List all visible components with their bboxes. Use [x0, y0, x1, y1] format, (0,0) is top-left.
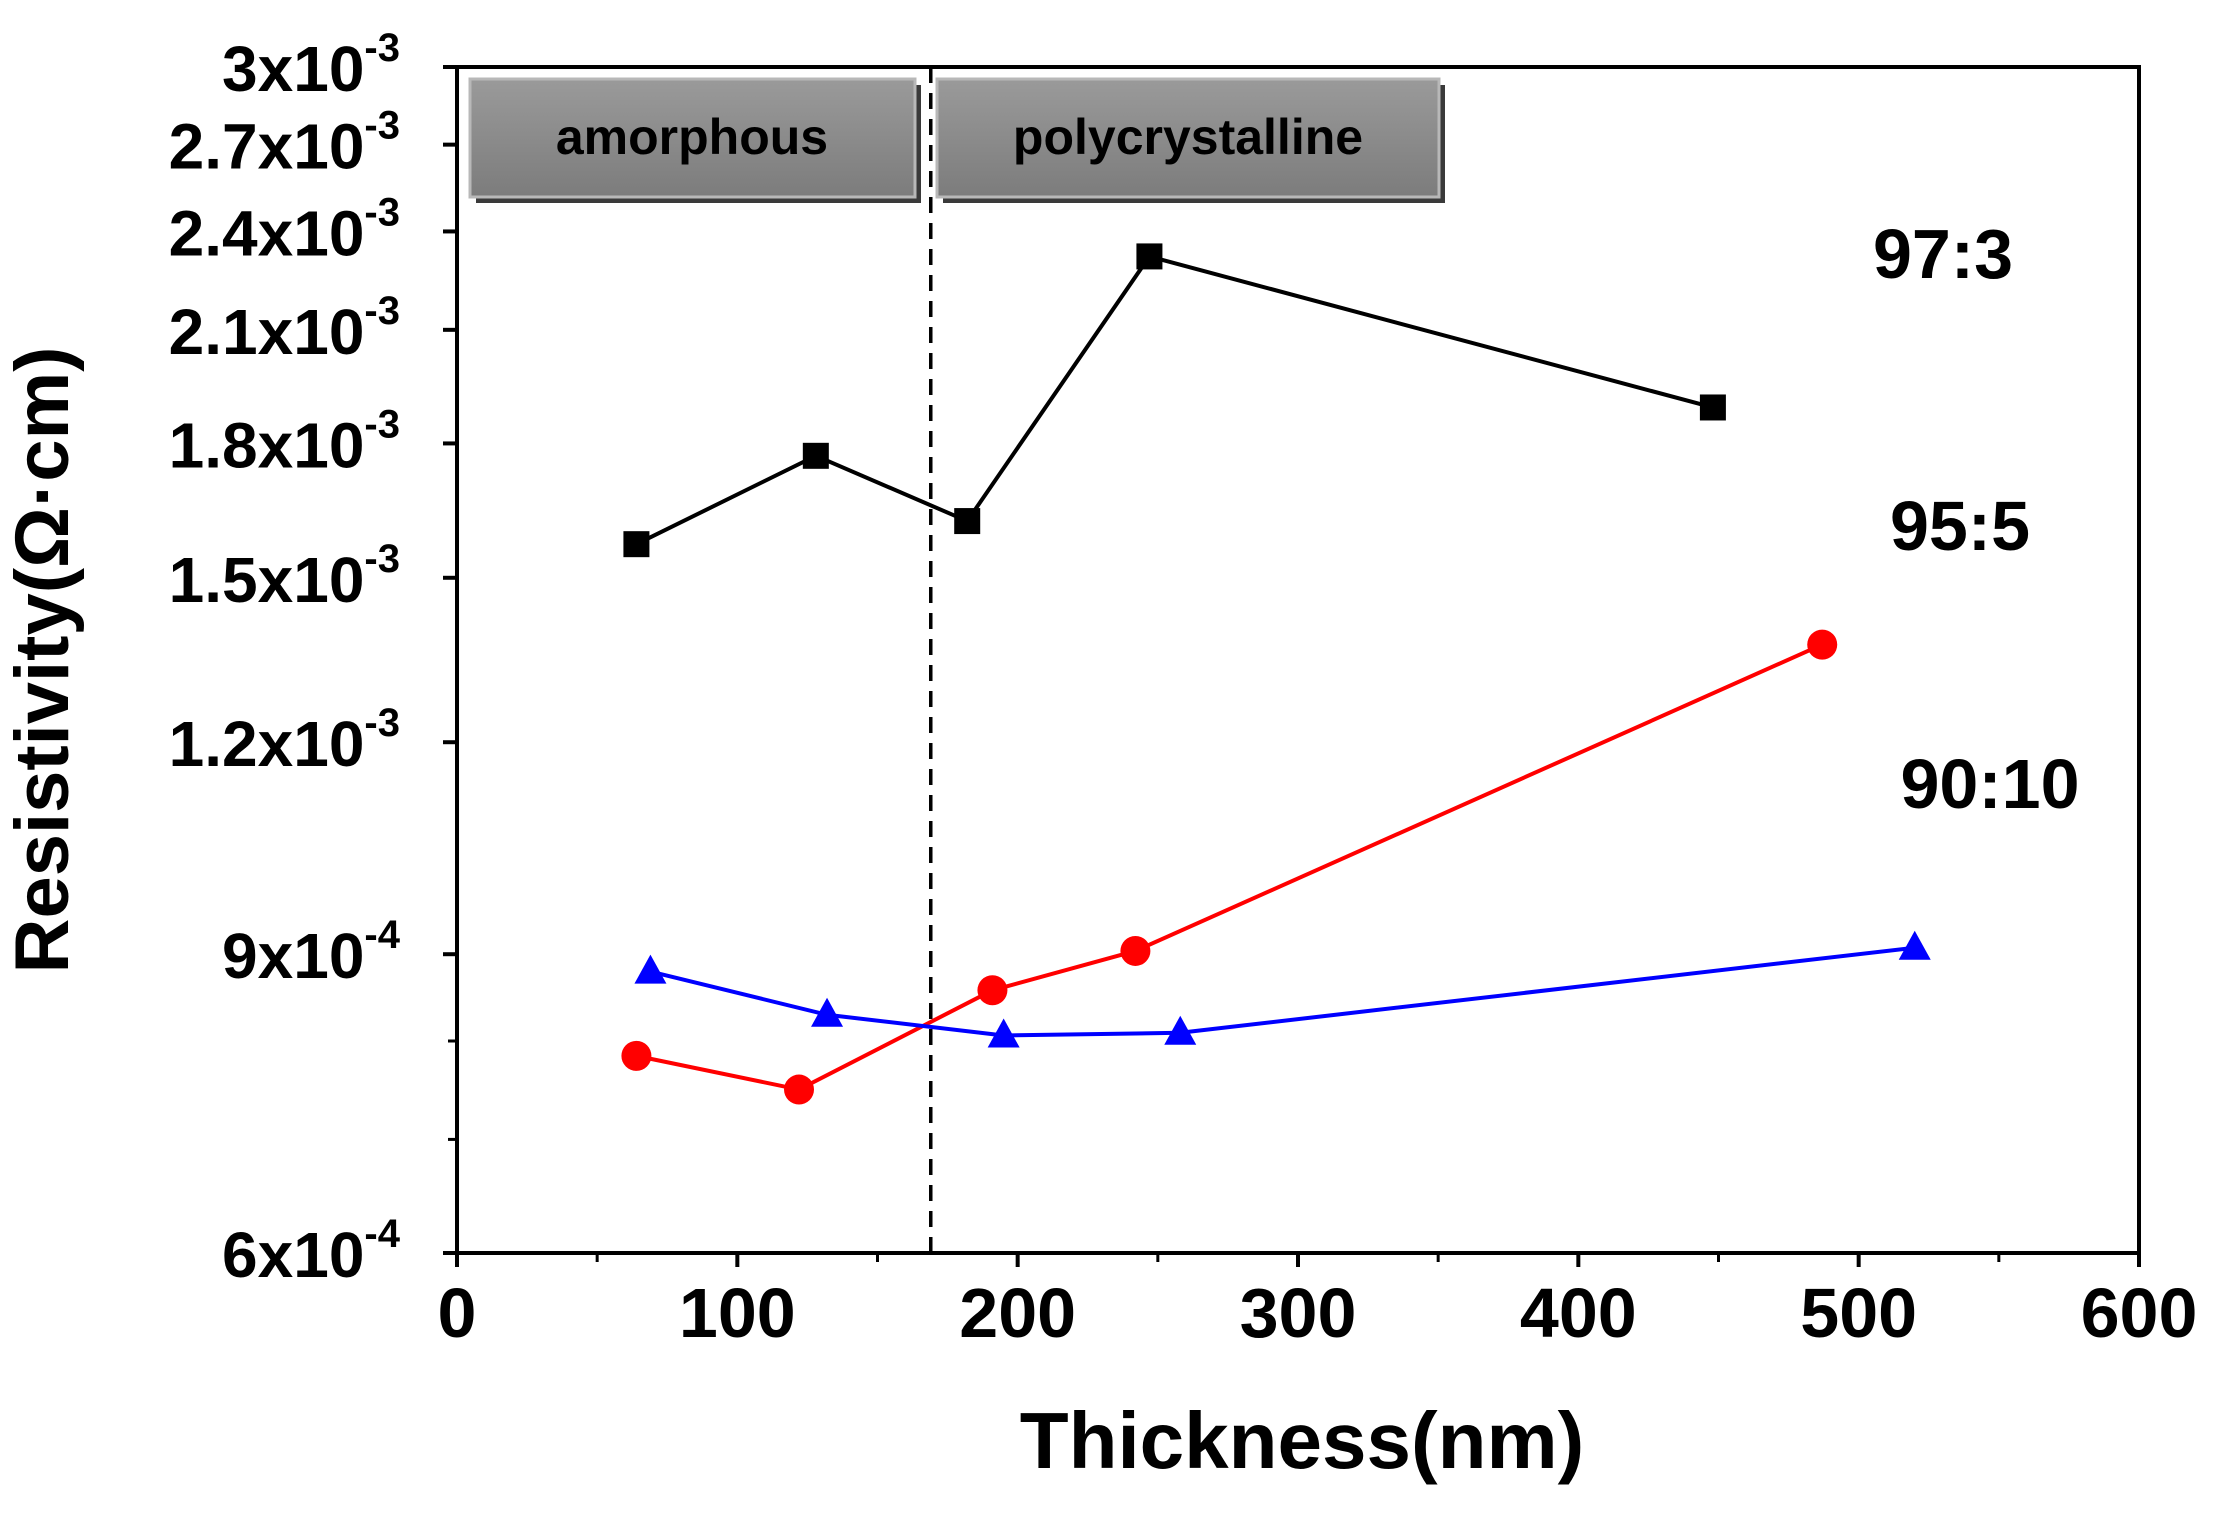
- y-tick-label: 3x10-3: [222, 26, 400, 105]
- data-point-circle: [1120, 935, 1151, 966]
- series-97-3: [623, 243, 1726, 558]
- y-tick-label: 9x10-4: [222, 913, 401, 992]
- series-label-90-10: 90:10: [1900, 745, 2079, 823]
- data-point-circle: [977, 975, 1008, 1006]
- data-point-circle: [621, 1040, 652, 1071]
- x-tick-label: 200: [959, 1274, 1076, 1352]
- x-tick-label: 500: [1800, 1274, 1917, 1352]
- series-layer: [621, 243, 1931, 1105]
- data-point-square: [954, 508, 981, 535]
- data-point-circle: [1807, 629, 1838, 660]
- data-point-square: [623, 531, 650, 558]
- data-point-square: [1699, 394, 1726, 421]
- y-tick-label: 2.4x10-3: [169, 190, 400, 269]
- x-tick-label: 300: [1240, 1274, 1357, 1352]
- x-tick-label: 600: [2081, 1274, 2198, 1352]
- y-tick-label: 6x10-4: [222, 1212, 401, 1291]
- y-tick-label: 1.8x10-3: [169, 402, 400, 481]
- series-line: [635, 254, 1714, 546]
- series-95-5: [621, 629, 1838, 1105]
- data-point-triangle: [811, 997, 844, 1027]
- series-90-10: [634, 930, 1931, 1048]
- x-tick-label: 100: [679, 1274, 796, 1352]
- amorphous-region-box: amorphous: [468, 77, 921, 203]
- y-axis: 6x10-4 9x10-4 1.2x10-3 1.5x10-3 1.8x10-3 2.1x…: [169, 26, 457, 1291]
- series-label-95-5: 95:5: [1890, 487, 2030, 565]
- y-tick-label: 1.5x10-3: [169, 537, 400, 616]
- data-point-triangle: [987, 1018, 1020, 1048]
- data-point-triangle: [1164, 1015, 1197, 1045]
- y-tick-label: 2.7x10-3: [169, 104, 400, 183]
- x-axis-title: Thickness(nm): [1020, 1396, 1585, 1485]
- y-tick-label: 1.2x10-3: [169, 701, 400, 780]
- polycrystalline-region-box: polycrystalline: [935, 77, 1445, 203]
- amorphous-label: amorphous: [556, 109, 828, 165]
- data-point-square: [802, 442, 829, 469]
- data-point-circle: [784, 1074, 815, 1105]
- polycrystalline-label: polycrystalline: [1013, 109, 1363, 165]
- y-axis-title: Resistivity(Ω·cm): [0, 347, 85, 974]
- y-tick-label: 2.1x10-3: [169, 289, 400, 368]
- series-label-97-3: 97:3: [1873, 215, 2013, 293]
- x-tick-label: 0: [438, 1274, 477, 1352]
- x-tick-label: 400: [1520, 1274, 1637, 1352]
- data-point-triangle: [634, 954, 667, 984]
- data-point-triangle: [1898, 930, 1931, 960]
- data-point-square: [1136, 243, 1163, 270]
- x-axis: 0 100 200 300 400 500 600: [438, 1253, 2198, 1352]
